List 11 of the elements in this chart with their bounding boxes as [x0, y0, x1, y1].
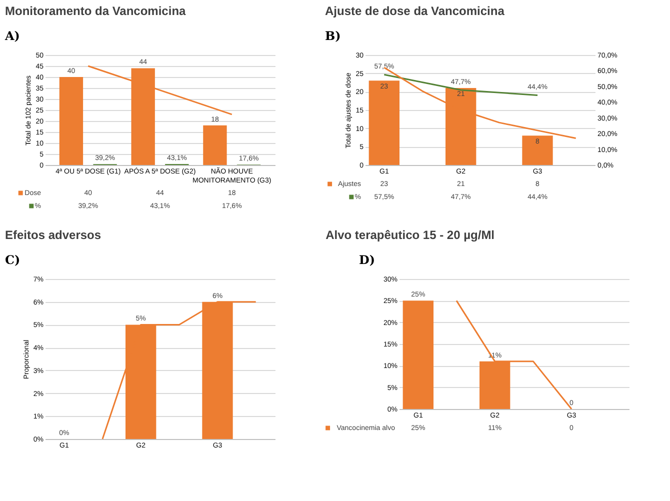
chart-title: Efeitos adversos [5, 228, 102, 242]
text: C) [5, 253, 20, 267]
text: D) [359, 253, 376, 267]
bar [368, 80, 400, 165]
chart-title: Monitoramento da Vancomicina [5, 4, 186, 18]
chart-title: Alvo terapêutico 15 - 20 µg/Ml [326, 228, 495, 242]
bar [203, 125, 227, 165]
chart-title: Ajuste de dose da Vancomicina [325, 4, 505, 18]
bar [59, 77, 84, 165]
text: B) [325, 29, 341, 43]
text: A) [4, 29, 20, 43]
